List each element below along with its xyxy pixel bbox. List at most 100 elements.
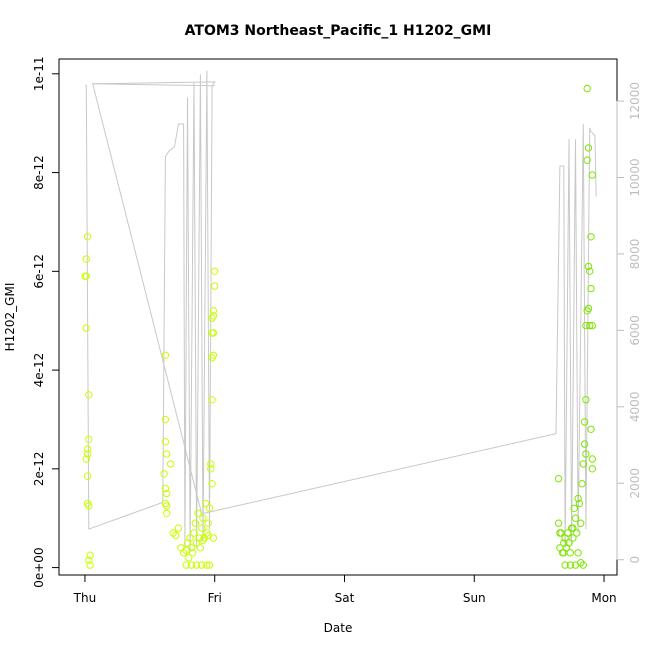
- elevation-line-layer: [85, 70, 597, 553]
- data-point: [586, 267, 594, 275]
- data-point: [554, 475, 563, 483]
- data-point: [194, 509, 202, 517]
- data-point: [195, 534, 203, 542]
- data-point: [554, 519, 563, 527]
- data-point: [85, 556, 93, 564]
- data-point: [163, 450, 171, 458]
- y-tick-label: 4e-12: [32, 353, 46, 388]
- data-point: [174, 524, 183, 532]
- data-point: [577, 519, 585, 527]
- data-point: [161, 484, 170, 493]
- y-tick-label: 2e-12: [32, 452, 46, 487]
- data-point: [583, 156, 591, 164]
- data-point: [582, 450, 590, 458]
- x-tick-label: Sun: [463, 591, 486, 605]
- data-point: [207, 460, 215, 468]
- data-point: [161, 351, 170, 359]
- data-point: [82, 255, 91, 263]
- data-point: [163, 502, 171, 510]
- elevation-line: [85, 70, 597, 553]
- data-point: [211, 282, 219, 290]
- y2-tick-label: 0: [628, 556, 642, 564]
- data-point: [163, 509, 171, 517]
- data-point: [587, 284, 595, 293]
- y-tick-label: 1e-11: [32, 57, 46, 92]
- data-point: [580, 440, 589, 448]
- data-point: [579, 561, 587, 569]
- data-point: [161, 415, 170, 424]
- y-tick-label: 0e+00: [32, 547, 46, 587]
- data-point: [588, 171, 596, 179]
- data-point: [566, 549, 574, 557]
- data-point: [83, 450, 92, 458]
- x-tick-label: Mon: [591, 591, 616, 605]
- data-point: [208, 396, 216, 404]
- y2-tick-label: 8000: [628, 239, 642, 270]
- data-point: [571, 514, 580, 522]
- data-point: [190, 529, 198, 537]
- data-point: [83, 472, 92, 480]
- data-point: [586, 321, 594, 330]
- data-point: [198, 524, 206, 532]
- data-point: [584, 262, 593, 271]
- y2-tick-label: 2000: [628, 468, 642, 499]
- data-point: [580, 418, 589, 426]
- data-points-layer: [81, 84, 596, 569]
- data-point: [82, 455, 91, 463]
- data-point: [204, 531, 212, 540]
- x-tick-label: Thu: [73, 591, 97, 605]
- data-point: [85, 391, 93, 399]
- data-point: [575, 499, 584, 508]
- data-point: [182, 561, 190, 569]
- data-point: [169, 529, 177, 537]
- y-axis-label: H1202_GMI: [3, 283, 17, 352]
- y2-tick-label: 10000: [628, 158, 642, 196]
- data-point: [569, 524, 577, 532]
- y-tick-label: 8e-12: [32, 155, 46, 190]
- data-point: [570, 504, 578, 512]
- data-point: [187, 561, 196, 569]
- data-point: [588, 455, 596, 463]
- data-point: [85, 502, 93, 510]
- data-point: [561, 561, 569, 569]
- data-point: [587, 425, 595, 433]
- y2-tick-label: 12000: [628, 82, 642, 120]
- data-point: [201, 499, 210, 508]
- data-point: [185, 554, 193, 562]
- data-point: [587, 233, 595, 241]
- data-point: [578, 480, 586, 488]
- data-point: [209, 329, 218, 337]
- y2-tick-label: 6000: [628, 315, 642, 346]
- x-axis: Thu Fri Sat Sun Mon: [73, 574, 617, 605]
- data-point: [209, 351, 218, 359]
- data-point: [186, 534, 194, 542]
- data-point: [192, 561, 201, 569]
- data-point: [573, 529, 581, 537]
- data-point: [584, 304, 593, 313]
- data-point: [588, 465, 596, 473]
- data-point: [577, 559, 585, 567]
- data-point: [86, 561, 94, 569]
- data-point: [191, 519, 200, 527]
- data-point: [203, 561, 211, 569]
- data-point: [565, 539, 573, 547]
- data-point: [584, 144, 593, 152]
- data-point: [574, 549, 582, 557]
- data-point: [198, 561, 206, 569]
- data-point: [208, 480, 216, 488]
- data-point: [163, 489, 171, 498]
- data-point: [569, 534, 577, 542]
- chart-title: ATOM3 Northeast_Pacific_1 H1202_GMI: [185, 23, 492, 39]
- x-axis-label: Date: [324, 621, 353, 635]
- data-point: [82, 272, 91, 280]
- data-point: [85, 435, 93, 443]
- data-point: [199, 536, 207, 545]
- x-tick-label: Sat: [335, 591, 355, 605]
- data-point: [211, 267, 219, 275]
- data-point: [199, 514, 207, 522]
- data-point: [209, 312, 218, 320]
- data-point: [560, 549, 568, 557]
- data-point: [209, 307, 218, 315]
- data-point: [172, 531, 180, 540]
- data-point: [207, 465, 215, 473]
